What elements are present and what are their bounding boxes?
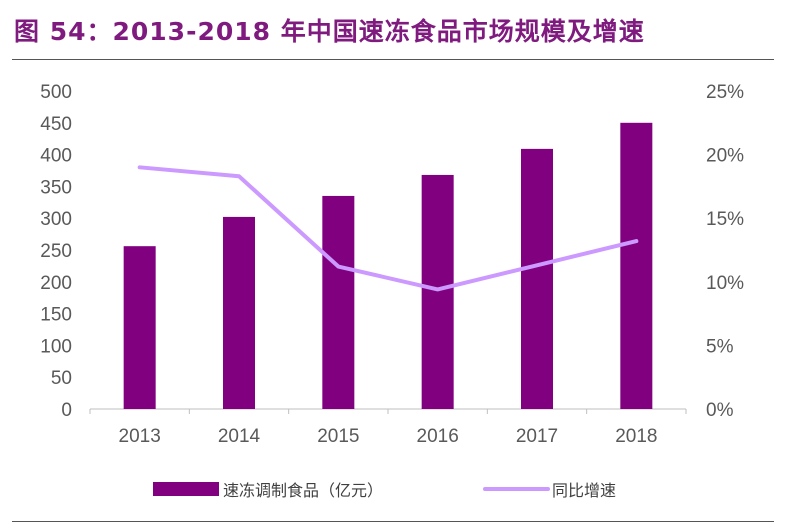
right-axis-tick-label: 5% xyxy=(706,336,734,357)
bar-2018 xyxy=(620,122,653,410)
left-axis-tick-label: 0 xyxy=(61,400,72,421)
left-axis-tick-label: 100 xyxy=(40,336,72,357)
right-axis-tick-label: 15% xyxy=(706,209,744,230)
right-axis-tick-label: 10% xyxy=(706,273,744,294)
bar-2014 xyxy=(223,216,255,409)
title-divider xyxy=(12,59,774,60)
left-axis-tick-label: 450 xyxy=(40,114,72,135)
left-axis-tick-label: 400 xyxy=(40,146,72,167)
bottom-divider xyxy=(12,521,774,522)
bar-2013 xyxy=(123,246,156,409)
left-axis-tick-label: 250 xyxy=(40,241,72,262)
left-axis-tick-label: 350 xyxy=(40,177,72,198)
legend-bar-swatch xyxy=(153,482,219,496)
right-axis-tick-label: 25% xyxy=(706,82,744,103)
x-axis-tick-label: 2014 xyxy=(218,426,261,447)
right-axis-tick-label: 0% xyxy=(706,400,734,421)
x-axis-tick-label: 2015 xyxy=(317,426,359,447)
left-axis-tick-label: 50 xyxy=(51,368,72,389)
left-axis-tick-label: 150 xyxy=(40,305,72,326)
legend-line-label: 同比增速 xyxy=(552,481,616,500)
left-axis-tick-label: 300 xyxy=(40,209,72,230)
right-axis-tick-label: 20% xyxy=(706,146,744,167)
bar-2016 xyxy=(421,174,454,409)
legend-bar-label: 速冻调制食品（亿元） xyxy=(223,481,383,500)
x-axis-tick-label: 2018 xyxy=(615,426,657,447)
figure-title: 图 54：2013-2018 年中国速冻食品市场规模及增速 xyxy=(14,17,645,46)
growth-rate-line xyxy=(137,165,639,292)
bar-2017 xyxy=(521,148,553,409)
x-axis-tick-label: 2013 xyxy=(119,426,161,447)
left-axis-tick-label: 200 xyxy=(40,273,72,294)
left-axis-tick-label: 500 xyxy=(40,82,72,103)
x-axis-tick-label: 2017 xyxy=(516,426,558,447)
x-axis-tick-label: 2016 xyxy=(417,426,459,447)
bar-2015 xyxy=(322,195,355,409)
